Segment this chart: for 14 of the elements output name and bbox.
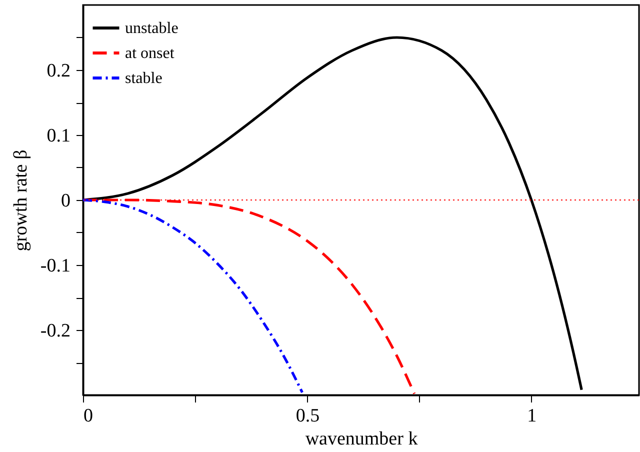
x-tick-label: 0 (84, 406, 93, 426)
x-tick-label: 1 (527, 406, 537, 426)
legend-label: unstable (125, 20, 178, 37)
legend-label: stable (125, 70, 162, 87)
x-tick-label: 0.5 (296, 406, 320, 426)
line-series (83, 198, 304, 394)
y-tick-label: 0.2 (46, 60, 70, 82)
y-tick-label: 0.1 (46, 126, 70, 146)
y-axis-title: growth rate β (10, 150, 32, 252)
y-tick-label: -0.2 (40, 320, 70, 342)
y-tick-label: -0.1 (40, 256, 70, 276)
x-axis-title: wavenumber k (305, 428, 418, 450)
legend-label: at onset (125, 45, 175, 62)
y-tick-label: 0 (61, 190, 70, 212)
